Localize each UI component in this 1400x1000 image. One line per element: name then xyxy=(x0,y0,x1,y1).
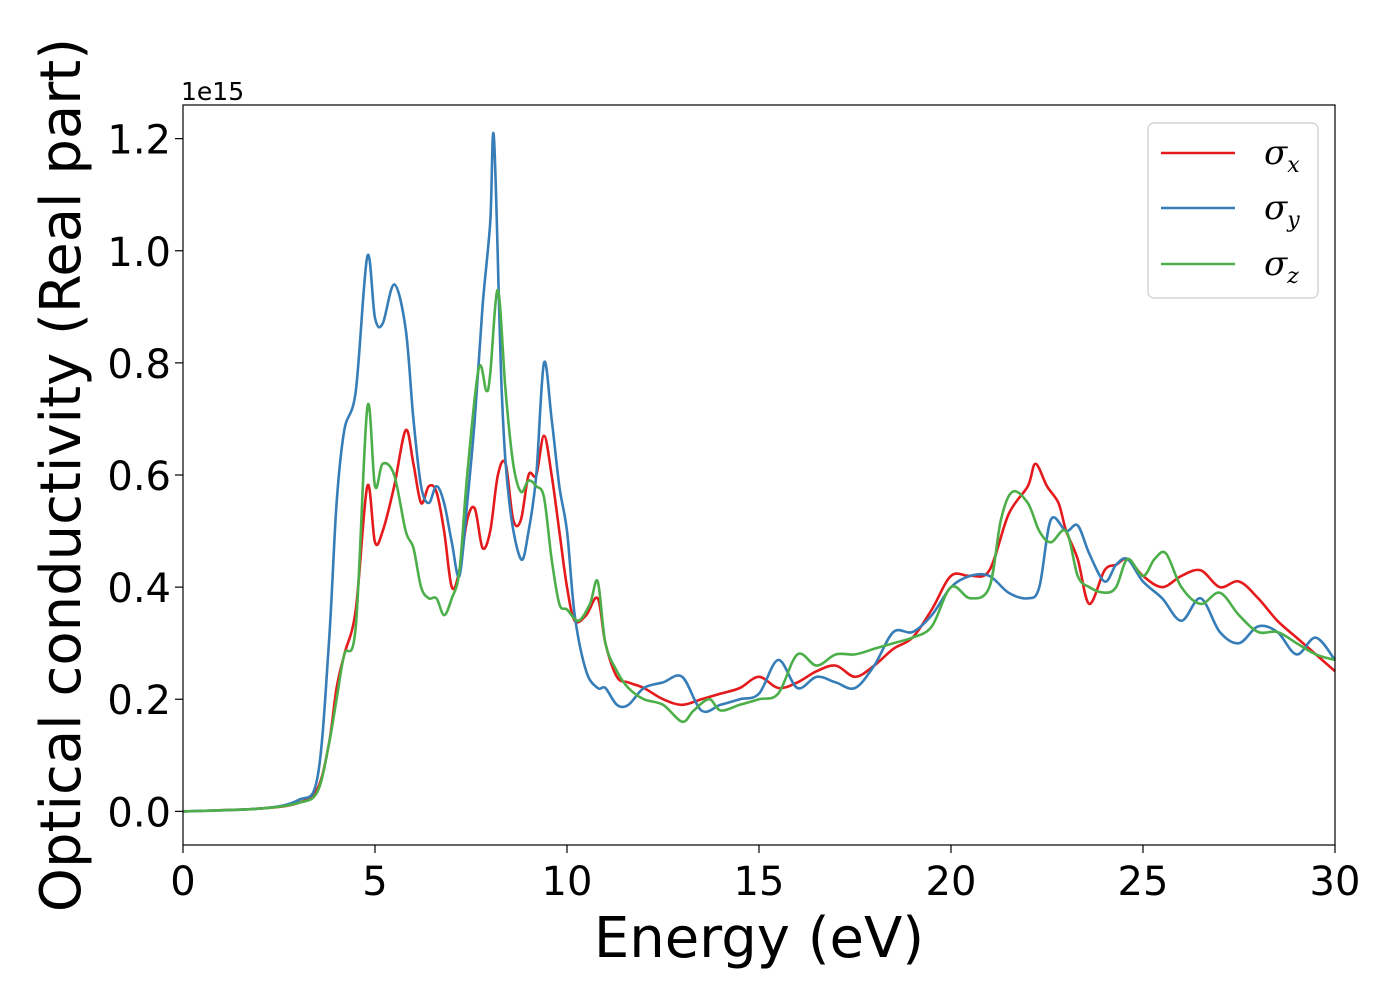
y-offset-label: 1e15 xyxy=(181,77,244,106)
x-tick-label: 0 xyxy=(170,859,195,905)
series-layer xyxy=(182,131,1337,813)
y-tick-label: 0.4 xyxy=(107,566,171,612)
y-tick-label: 0.2 xyxy=(107,678,171,724)
y-axis-label: Optical conductivity (Real part) xyxy=(29,38,94,912)
x-axis: 0 5 10 15 20 25 30 xyxy=(170,845,1360,905)
x-tick-label: 25 xyxy=(1118,859,1169,905)
x-tick-label: 15 xyxy=(734,859,785,905)
y-tick-label: 1.0 xyxy=(107,230,171,276)
y-axis: 0.0 0.2 0.4 0.6 0.8 1.0 1.2 xyxy=(107,118,183,836)
series-line-sigma-x xyxy=(182,428,1336,813)
x-axis-label: Energy (eV) xyxy=(594,906,924,971)
legend-box xyxy=(1147,122,1319,299)
y-tick-label: 1.2 xyxy=(107,118,171,164)
y-tick-label: 0.8 xyxy=(107,342,171,388)
x-tick-label: 30 xyxy=(1310,859,1361,905)
y-tick-label: 0.6 xyxy=(107,454,171,500)
x-tick-label: 10 xyxy=(542,859,593,905)
x-tick-label: 20 xyxy=(926,859,977,905)
series-line-sigma-z xyxy=(182,288,1336,813)
series-line-sigma-y xyxy=(182,131,1337,813)
y-tick-label: 0.0 xyxy=(107,790,171,836)
x-tick-label: 5 xyxy=(362,859,387,905)
